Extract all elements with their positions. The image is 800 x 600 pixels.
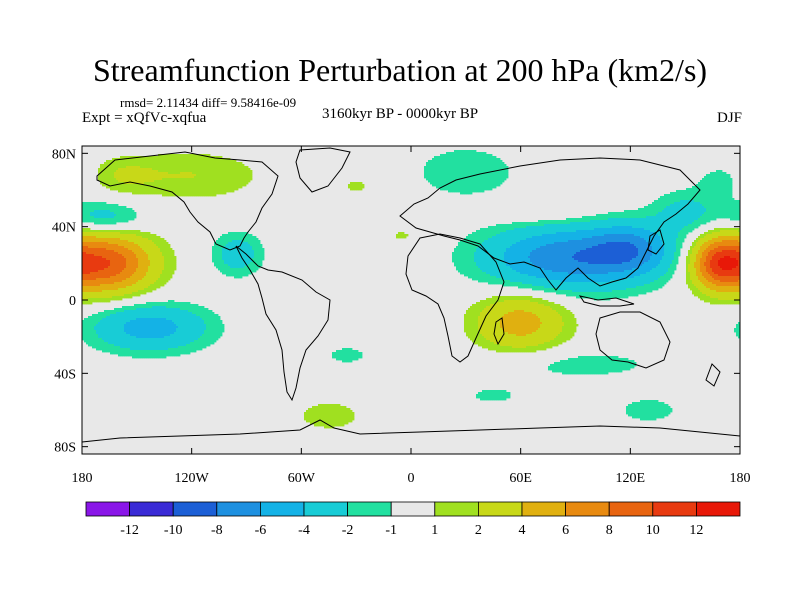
- coast-indonesia: [578, 295, 635, 307]
- coast-antarctica: [82, 419, 740, 443]
- colorbar-swatch: [172, 501, 218, 517]
- colorbar-label: 1: [431, 523, 438, 538]
- colorbar-swatch: [434, 501, 479, 517]
- colorbar-label: -6: [255, 523, 267, 538]
- colorbar-label: -4: [298, 523, 310, 538]
- colorbar-swatch: [347, 501, 392, 517]
- coast-australia: [595, 311, 671, 369]
- colorbar-label: 8: [606, 523, 613, 538]
- y-tick-label: 0: [69, 294, 76, 309]
- colorbar-label: 10: [646, 523, 660, 538]
- coast-japan: [647, 229, 665, 255]
- coast-madagascar: [493, 317, 505, 346]
- colorbar-swatch: [565, 501, 610, 517]
- y-tick-label: 80N: [52, 147, 76, 162]
- colorbar-swatch: [303, 501, 348, 517]
- coastlines: [82, 147, 740, 443]
- plot-background: [82, 146, 740, 454]
- map-title: Streamfunction Perturbation at 200 hPa (…: [92, 52, 708, 88]
- x-axis: 180 120W 60W 0 60E 120E 180: [72, 146, 751, 486]
- x-tick-label: 180: [730, 471, 751, 486]
- colorbar-swatch: [521, 501, 566, 517]
- y-tick-label: 40S: [54, 367, 76, 382]
- colorbar-label: -1: [385, 523, 397, 538]
- x-tick-label: 180: [72, 471, 93, 486]
- colorbar-swatch: [216, 501, 261, 517]
- colorbar-label: 2: [475, 523, 482, 538]
- colorbar-swatch: [477, 501, 523, 517]
- colorbar-swatch: [608, 501, 654, 517]
- colorbar-label: 6: [562, 523, 569, 538]
- season-label: DJF: [716, 110, 742, 126]
- colorbar: -12 -10 -8 -6 -4 -2 -1 1 2 4 6 8 10 12: [85, 501, 741, 538]
- colorbar-label: -12: [120, 523, 139, 538]
- colorbar-label: -10: [164, 523, 183, 538]
- x-tick-label: 120E: [616, 471, 646, 486]
- colorbar-swatch: [259, 501, 305, 517]
- y-tick-label: 40N: [52, 221, 76, 236]
- colorbar-swatch: [85, 501, 130, 517]
- x-tick-label: 60E: [509, 471, 532, 486]
- y-tick-label: 80S: [54, 441, 76, 456]
- colorbar-swatch: [390, 501, 436, 517]
- x-tick-label: 120W: [175, 471, 210, 486]
- colorbar-swatch: [129, 501, 174, 517]
- colorbar-label: 12: [689, 523, 703, 538]
- x-tick-label: 60W: [288, 471, 316, 486]
- x-tick-label: 0: [408, 471, 415, 486]
- coast-new-zealand: [705, 363, 721, 387]
- colorbar-label: -2: [342, 523, 354, 538]
- colorbar-swatch: [652, 501, 697, 517]
- colorbar-label: -8: [211, 523, 223, 538]
- coast-greenland: [295, 147, 351, 193]
- colorbar-swatch: [696, 501, 741, 517]
- coast-south-america: [235, 245, 331, 402]
- coast-north-america: [96, 151, 279, 251]
- experiment-label: Expt = xQfVc-xqfua: [82, 110, 207, 126]
- coast-africa: [405, 233, 505, 363]
- y-axis: 80N 40N 0 40S 80S: [52, 147, 740, 456]
- stats-text: rmsd= 2.11434 diff= 9.58416e-09: [120, 95, 297, 110]
- colorbar-label: 4: [519, 523, 526, 538]
- period-label: 3160kyr BP - 0000kyr BP: [322, 106, 479, 122]
